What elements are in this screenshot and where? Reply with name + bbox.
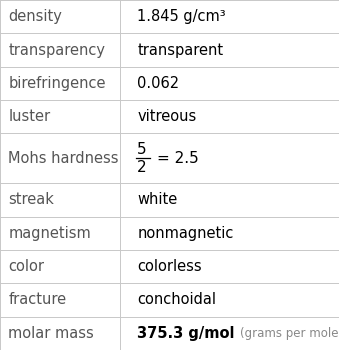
Text: 5: 5 <box>137 142 147 157</box>
Text: transparency: transparency <box>8 43 105 57</box>
Text: fracture: fracture <box>8 293 66 307</box>
Text: 375.3 g/mol: 375.3 g/mol <box>137 326 235 341</box>
Text: luster: luster <box>8 109 51 124</box>
Text: nonmagnetic: nonmagnetic <box>137 226 234 241</box>
Text: Mohs hardness: Mohs hardness <box>8 151 119 166</box>
Text: density: density <box>8 9 62 24</box>
Text: 2: 2 <box>137 160 147 175</box>
Text: birefringence: birefringence <box>8 76 106 91</box>
Text: molar mass: molar mass <box>8 326 94 341</box>
Text: colorless: colorless <box>137 259 202 274</box>
Text: streak: streak <box>8 193 54 208</box>
Text: (grams per mole): (grams per mole) <box>240 327 339 340</box>
Text: vitreous: vitreous <box>137 109 197 124</box>
Text: = 2.5: = 2.5 <box>157 151 199 166</box>
Text: magnetism: magnetism <box>8 226 91 241</box>
Text: transparent: transparent <box>137 43 223 57</box>
Text: 0.062: 0.062 <box>137 76 179 91</box>
Text: conchoidal: conchoidal <box>137 293 216 307</box>
Text: color: color <box>8 259 44 274</box>
Text: white: white <box>137 193 178 208</box>
Text: 1.845 g/cm³: 1.845 g/cm³ <box>137 9 226 24</box>
